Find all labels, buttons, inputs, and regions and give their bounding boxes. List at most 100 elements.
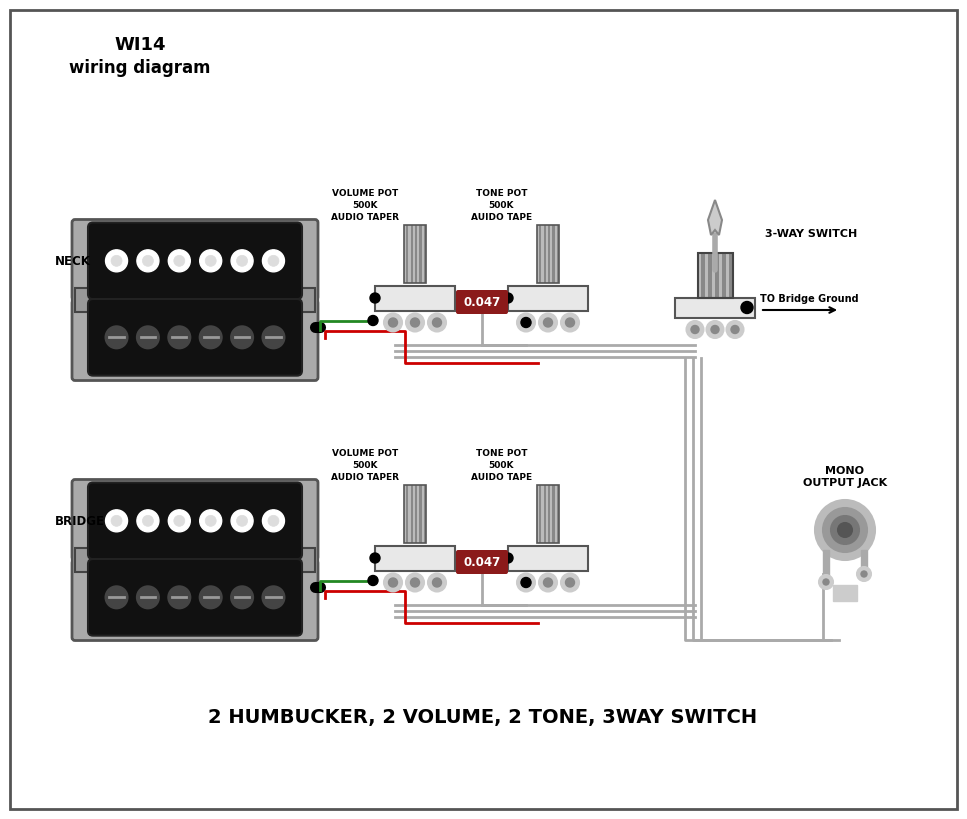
Circle shape: [142, 515, 154, 527]
Circle shape: [731, 325, 739, 333]
Bar: [545, 485, 548, 543]
Bar: [406, 485, 408, 543]
Circle shape: [687, 321, 704, 338]
Bar: [424, 225, 426, 283]
FancyBboxPatch shape: [88, 482, 302, 559]
Bar: [422, 225, 424, 283]
Bar: [508, 286, 588, 310]
Bar: [75, 288, 95, 312]
Circle shape: [168, 586, 190, 609]
Circle shape: [231, 326, 253, 348]
Circle shape: [838, 523, 852, 537]
Circle shape: [543, 318, 552, 327]
Circle shape: [503, 553, 513, 563]
Circle shape: [200, 250, 221, 272]
Circle shape: [174, 256, 185, 266]
Bar: [833, 585, 857, 601]
Bar: [537, 485, 540, 543]
Circle shape: [60, 555, 70, 565]
Bar: [420, 485, 422, 543]
Circle shape: [320, 555, 330, 565]
Circle shape: [200, 326, 221, 348]
Bar: [708, 252, 712, 297]
Circle shape: [268, 256, 278, 266]
Text: TONE POT
500K
AUIDO TAPE: TONE POT 500K AUIDO TAPE: [471, 189, 532, 222]
Circle shape: [406, 314, 424, 332]
Bar: [295, 548, 315, 572]
Circle shape: [60, 295, 70, 305]
Bar: [550, 225, 552, 283]
Bar: [548, 485, 550, 543]
Circle shape: [105, 586, 128, 609]
Circle shape: [741, 301, 753, 314]
Text: MONO
OUTPUT JACK: MONO OUTPUT JACK: [803, 466, 887, 488]
Circle shape: [691, 325, 699, 333]
Text: 0.047: 0.047: [463, 555, 501, 568]
Bar: [545, 225, 548, 283]
FancyBboxPatch shape: [88, 299, 302, 376]
Bar: [375, 286, 455, 310]
Circle shape: [517, 314, 535, 332]
Circle shape: [111, 515, 122, 527]
Bar: [557, 225, 559, 283]
Bar: [415, 225, 417, 283]
Circle shape: [174, 515, 185, 527]
Bar: [537, 225, 540, 283]
Circle shape: [105, 509, 128, 532]
Circle shape: [432, 578, 442, 587]
Circle shape: [368, 576, 378, 586]
Circle shape: [861, 571, 867, 577]
Text: WI14: WI14: [114, 36, 165, 54]
Circle shape: [432, 318, 442, 327]
Circle shape: [262, 586, 284, 609]
Circle shape: [231, 586, 253, 609]
Bar: [697, 252, 701, 297]
Circle shape: [819, 575, 833, 589]
FancyBboxPatch shape: [456, 550, 508, 574]
Text: VOLUME POT
500K
AUDIO TAPER: VOLUME POT 500K AUDIO TAPER: [331, 189, 399, 222]
Circle shape: [389, 578, 397, 587]
Circle shape: [168, 250, 190, 272]
Polygon shape: [708, 200, 722, 235]
Bar: [413, 225, 415, 283]
Bar: [552, 485, 555, 543]
Circle shape: [137, 326, 159, 348]
Circle shape: [262, 326, 284, 348]
Bar: [548, 225, 550, 283]
Circle shape: [521, 318, 531, 328]
Bar: [552, 225, 555, 283]
Text: wiring diagram: wiring diagram: [70, 59, 211, 77]
Bar: [408, 225, 411, 283]
Bar: [404, 225, 426, 283]
Circle shape: [137, 586, 159, 609]
Circle shape: [428, 314, 446, 332]
Bar: [722, 252, 725, 297]
Bar: [823, 550, 829, 580]
Text: NECK: NECK: [55, 255, 91, 268]
Circle shape: [111, 256, 122, 266]
Circle shape: [384, 573, 402, 591]
Bar: [555, 485, 557, 543]
Circle shape: [231, 509, 253, 532]
Circle shape: [428, 573, 446, 591]
Bar: [715, 252, 718, 297]
Circle shape: [831, 516, 859, 544]
Bar: [422, 485, 424, 543]
Circle shape: [231, 250, 253, 272]
Bar: [542, 225, 543, 283]
Bar: [718, 252, 722, 297]
Circle shape: [566, 318, 574, 327]
Circle shape: [320, 295, 330, 305]
Circle shape: [543, 578, 552, 587]
Circle shape: [521, 577, 531, 587]
Text: 3-WAY SWITCH: 3-WAY SWITCH: [765, 229, 858, 239]
Circle shape: [517, 573, 535, 591]
Circle shape: [168, 326, 190, 348]
Bar: [705, 252, 708, 297]
Circle shape: [370, 553, 380, 563]
Circle shape: [503, 293, 513, 303]
Circle shape: [368, 315, 378, 325]
Bar: [537, 485, 559, 543]
Circle shape: [137, 250, 159, 272]
Bar: [675, 297, 755, 318]
